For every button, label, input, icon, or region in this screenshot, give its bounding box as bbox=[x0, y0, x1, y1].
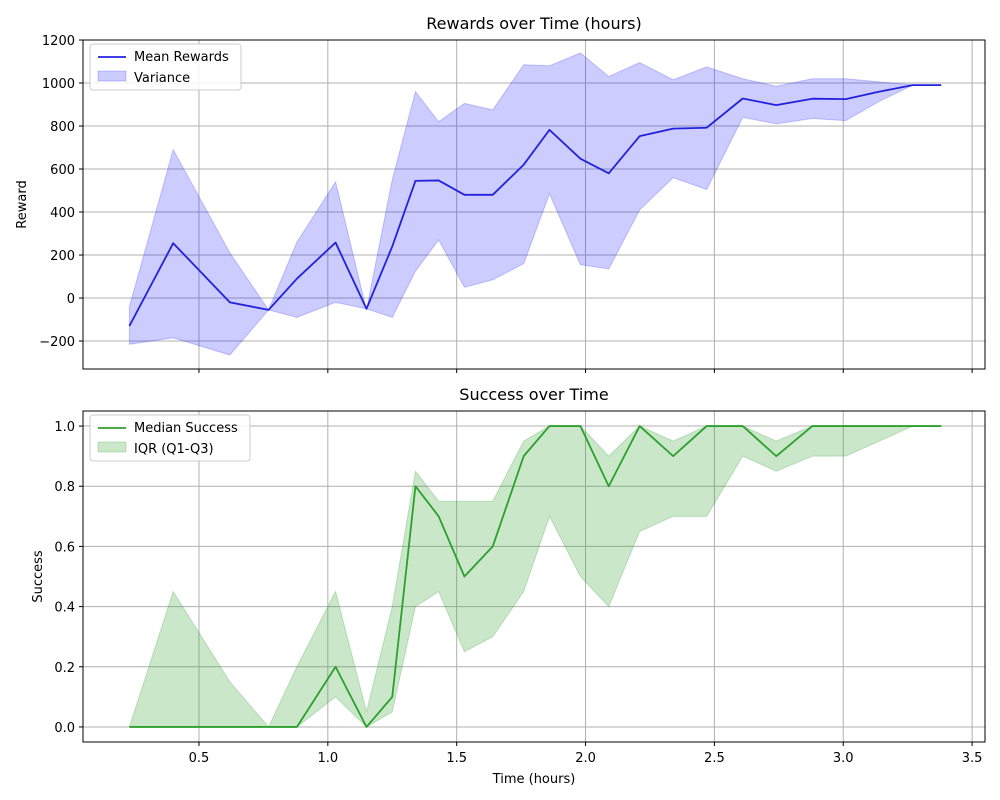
success-chart: 0.5 1.0 1.5 2.0 2.5 3.0 3.5 0.0 0.2 0.4 0.6 0.8 1.0… bbox=[31, 385, 986, 787]
success-median-line-layer bbox=[129, 425, 942, 728]
success-legend-box bbox=[89, 414, 251, 462]
success-y-axis-label: Success bbox=[31, 550, 46, 603]
success-ytick-label: 1.0 bbox=[54, 420, 75, 435]
success-xtick-label: 3.0 bbox=[833, 751, 854, 766]
rewards-ytick-label: 600 bbox=[50, 163, 75, 178]
rewards-legend-variance-label: Variance bbox=[134, 71, 190, 86]
success-frame bbox=[82, 410, 986, 743]
rewards-y-ticks: −200 0 200 400 600 800 1000 1200 bbox=[39, 34, 83, 350]
success-x-ticks: 0.5 1.0 1.5 2.0 2.5 3.0 3.5 bbox=[189, 742, 983, 766]
success-series-line bbox=[129, 425, 942, 728]
success-ytick-label: 0.4 bbox=[54, 601, 75, 616]
rewards-ytick-label: 400 bbox=[50, 206, 75, 221]
success-band-area bbox=[128, 425, 942, 728]
success-xtick-label: 2.5 bbox=[704, 751, 725, 766]
rewards-legend-variance-swatch bbox=[97, 70, 127, 82]
success-ytick-label: 0.6 bbox=[54, 540, 75, 555]
success-legend: Median Success IQR (Q1-Q3) bbox=[89, 414, 251, 462]
rewards-y-axis-label: Reward bbox=[15, 180, 30, 228]
rewards-ytick-label: 200 bbox=[50, 249, 75, 264]
success-ytick-label: 0.8 bbox=[54, 480, 75, 495]
success-xtick-label: 0.5 bbox=[189, 751, 210, 766]
success-ytick-label: 0.0 bbox=[54, 721, 75, 736]
rewards-legend: Mean Rewards Variance bbox=[89, 43, 242, 91]
success-iqr-band-layer bbox=[128, 425, 942, 728]
rewards-ytick-label: 1200 bbox=[42, 34, 75, 49]
rewards-ytick-label: 0 bbox=[67, 292, 75, 307]
rewards-axes-frame bbox=[82, 39, 986, 370]
rewards-ytick-label: −200 bbox=[39, 335, 75, 350]
success-axes-frame bbox=[82, 410, 986, 743]
rewards-legend-box bbox=[89, 43, 242, 91]
success-legend-iqr-label: IQR (Q1-Q3) bbox=[134, 442, 214, 457]
success-grid bbox=[83, 411, 985, 742]
success-legend-median-label: Median Success bbox=[134, 421, 238, 436]
success-xtick-label: 2.0 bbox=[575, 751, 596, 766]
success-x-axis-label: Time (hours) bbox=[492, 772, 576, 787]
success-xtick-label: 3.5 bbox=[962, 751, 983, 766]
rewards-x-ticks bbox=[198, 369, 973, 373]
rewards-legend-mean-label: Mean Rewards bbox=[134, 50, 229, 65]
rewards-chart: −200 0 200 400 600 800 1000 1200 Rewards over T… bbox=[15, 14, 986, 373]
rewards-series-line bbox=[128, 84, 942, 327]
rewards-frame bbox=[82, 39, 986, 370]
success-y-ticks: 0.0 0.2 0.4 0.6 0.8 1.0 bbox=[54, 420, 83, 736]
rewards-ytick-label: 800 bbox=[50, 120, 75, 135]
success-ytick-label: 0.2 bbox=[54, 661, 75, 676]
success-xtick-label: 1.5 bbox=[446, 751, 467, 766]
rewards-mean-line-layer bbox=[128, 84, 942, 327]
success-xtick-label: 1.0 bbox=[317, 751, 338, 766]
success-legend-iqr-swatch bbox=[97, 441, 127, 453]
rewards-chart-title: Rewards over Time (hours) bbox=[426, 14, 641, 33]
success-chart-title: Success over Time bbox=[459, 385, 608, 404]
rewards-ytick-label: 1000 bbox=[42, 77, 75, 92]
